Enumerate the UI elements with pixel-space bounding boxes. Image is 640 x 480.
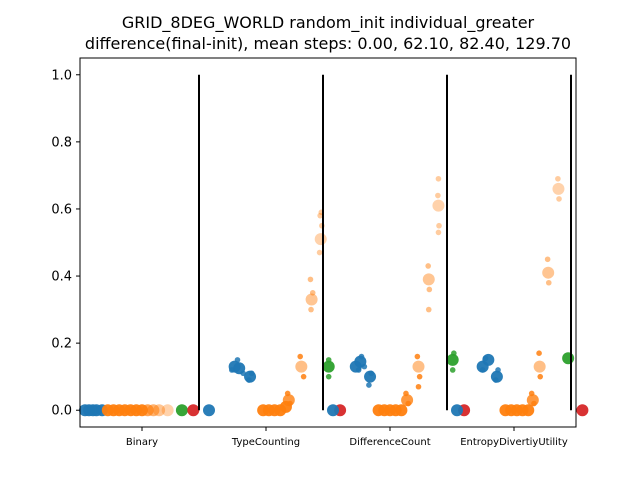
data-point-orange xyxy=(300,373,307,380)
x-axis: Binary TypeCounting DifferenceCount Entropy… xyxy=(126,427,568,448)
data-point-orange xyxy=(416,373,423,380)
y-tick-label: 0.4 xyxy=(51,270,72,285)
y-tick-label: 1.0 xyxy=(51,68,72,83)
data-point-orange xyxy=(414,353,421,360)
data-point-orange xyxy=(425,263,431,269)
data-point-orange xyxy=(556,196,562,202)
data-point-green xyxy=(562,352,575,365)
y-tick-label: 0.6 xyxy=(51,202,72,217)
data-point-orange xyxy=(147,404,160,417)
data-point-orange xyxy=(314,233,327,246)
chart-title-line-2: difference(final-init), mean steps: 0.00… xyxy=(85,34,571,53)
data-point-orange xyxy=(422,273,435,286)
data-point-blue xyxy=(229,367,235,373)
chart-title-line-1: GRID_8DEG_WORLD random_init individual_g… xyxy=(122,13,535,33)
data-point-orange xyxy=(307,276,314,283)
x-tick-label: Binary xyxy=(126,437,158,448)
data-point-blue xyxy=(246,377,252,383)
y-tick-label: 0.2 xyxy=(51,337,72,352)
data-point-orange xyxy=(287,400,293,407)
data-point-green xyxy=(449,367,456,373)
data-point-blue xyxy=(482,355,489,362)
data-point-orange xyxy=(297,353,304,360)
data-point-orange xyxy=(435,229,442,236)
data-point-orange xyxy=(317,212,323,219)
data-point-orange xyxy=(316,249,323,256)
data-point-orange xyxy=(552,182,565,195)
data-point-blue xyxy=(248,370,255,377)
data-point-orange xyxy=(295,360,308,373)
data-point-orange xyxy=(555,175,561,182)
data-point-orange xyxy=(528,390,535,397)
data-point-blue xyxy=(355,367,362,373)
data-point-orange xyxy=(425,306,432,313)
x-tick-label: DifferenceCount xyxy=(349,437,430,448)
data-point-blue xyxy=(451,404,463,417)
data-point-blue xyxy=(203,404,215,417)
data-point-orange xyxy=(432,199,445,212)
y-tick-label: 0.0 xyxy=(51,404,72,419)
data-point-orange xyxy=(545,279,552,286)
data-point-orange xyxy=(309,290,316,296)
data-point-green xyxy=(451,350,457,357)
data-point-blue xyxy=(366,382,372,388)
data-point-green xyxy=(325,373,332,380)
data-point-orange xyxy=(403,390,409,397)
data-point-blue xyxy=(368,370,374,377)
data-point-orange xyxy=(405,400,412,407)
data-point-blue xyxy=(479,367,486,373)
data-point-orange xyxy=(284,390,291,397)
y-axis: 0.0 0.2 0.4 0.6 0.8 1.0 xyxy=(51,68,80,419)
data-point-orange xyxy=(533,360,546,373)
data-point-blue xyxy=(495,367,501,373)
data-point-green xyxy=(322,360,335,373)
data-point-orange xyxy=(537,373,544,380)
data-point-blue xyxy=(327,404,339,417)
y-tick-label: 0.8 xyxy=(51,135,72,150)
data-point-orange xyxy=(415,383,422,390)
data-point-orange xyxy=(436,222,442,229)
chart-marks xyxy=(79,175,589,417)
data-point-green xyxy=(175,404,188,417)
data-point-orange xyxy=(395,404,408,417)
data-point-orange xyxy=(542,266,555,279)
x-tick-label: EntropyDivertiyUtility xyxy=(460,437,568,448)
data-point-orange xyxy=(308,306,314,313)
data-point-green xyxy=(325,357,332,363)
data-point-orange xyxy=(153,404,166,417)
data-point-orange xyxy=(435,175,442,182)
data-point-red xyxy=(187,404,200,417)
plot-frame xyxy=(79,57,577,428)
data-point-red xyxy=(576,404,589,417)
data-point-green xyxy=(446,353,459,366)
group-separators xyxy=(198,74,572,411)
data-point-orange xyxy=(544,256,551,263)
data-point-blue xyxy=(234,357,241,363)
data-point-orange xyxy=(522,404,535,417)
data-point-orange xyxy=(412,360,425,373)
data-point-blue xyxy=(361,363,368,370)
data-point-blue xyxy=(492,377,499,383)
data-point-orange xyxy=(435,192,441,199)
data-point-orange xyxy=(305,293,318,306)
data-point-orange xyxy=(426,286,433,293)
data-point-orange xyxy=(161,404,174,417)
data-point-orange xyxy=(531,400,537,407)
x-tick-label: TypeCounting xyxy=(231,437,300,448)
data-point-orange xyxy=(536,350,542,357)
data-point-blue xyxy=(358,353,365,360)
